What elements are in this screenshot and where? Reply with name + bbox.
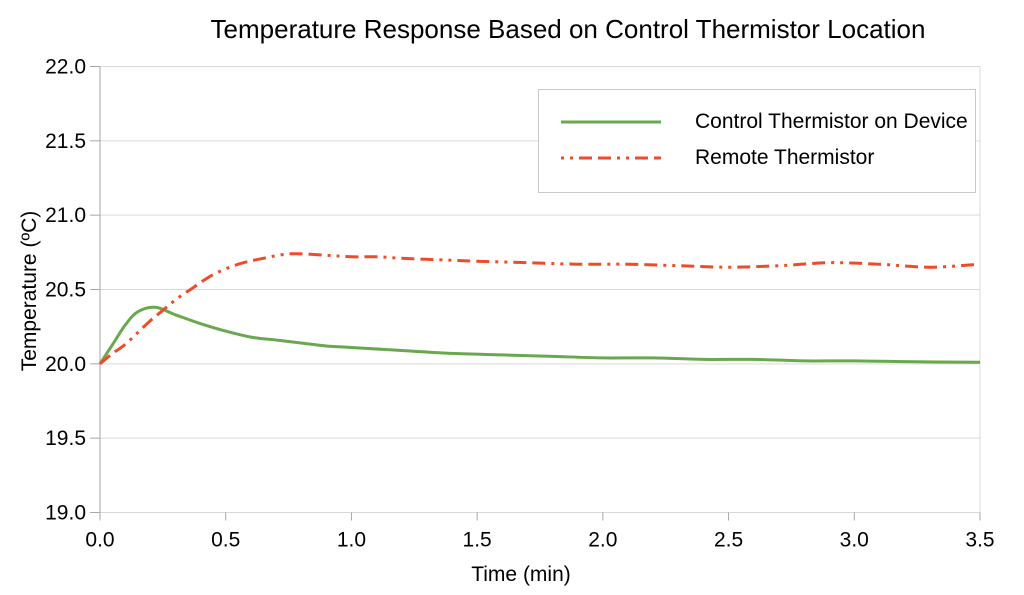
x-tick-label: 2.0 [588,529,617,552]
y-tick-label: 20.0 [45,353,86,376]
legend-item-control: Control Thermistor on Device [561,110,968,134]
y-tick-label: 21.0 [45,204,86,227]
legend-swatch-remote-line [561,156,661,160]
legend-label-control: Control Thermistor on Device [695,110,968,133]
x-tick-label: 3.0 [840,529,869,552]
y-tick-label: 19.5 [45,427,86,450]
x-tick-label: 2.5 [714,529,743,552]
series-line-control [98,305,981,365]
y-tick-label: 20.5 [45,279,86,302]
y-tick-label: 19.0 [45,502,86,525]
legend-item-remote: Remote Thermistor [561,146,967,170]
x-tick-label: 1.5 [463,529,492,552]
legend-label-remote: Remote Thermistor [695,146,875,169]
x-tick-label: 1.0 [337,529,366,552]
x-tick-label: 0.5 [211,529,240,552]
y-axis-title: Temperature (ºC) [18,210,41,372]
x-tick-label: 0.0 [85,529,114,552]
y-tick-label: 21.5 [45,130,86,153]
legend: Control Thermistor on Device Remote Ther… [538,89,976,193]
legend-swatch-control-line [561,120,661,124]
x-axis-title: Time (min) [471,563,571,586]
series-line-remote [99,252,981,365]
chart-title: Temperature Response Based on Control Th… [210,14,926,44]
y-tick-label: 22.0 [45,56,86,79]
x-tick-label: 3.5 [965,529,994,552]
